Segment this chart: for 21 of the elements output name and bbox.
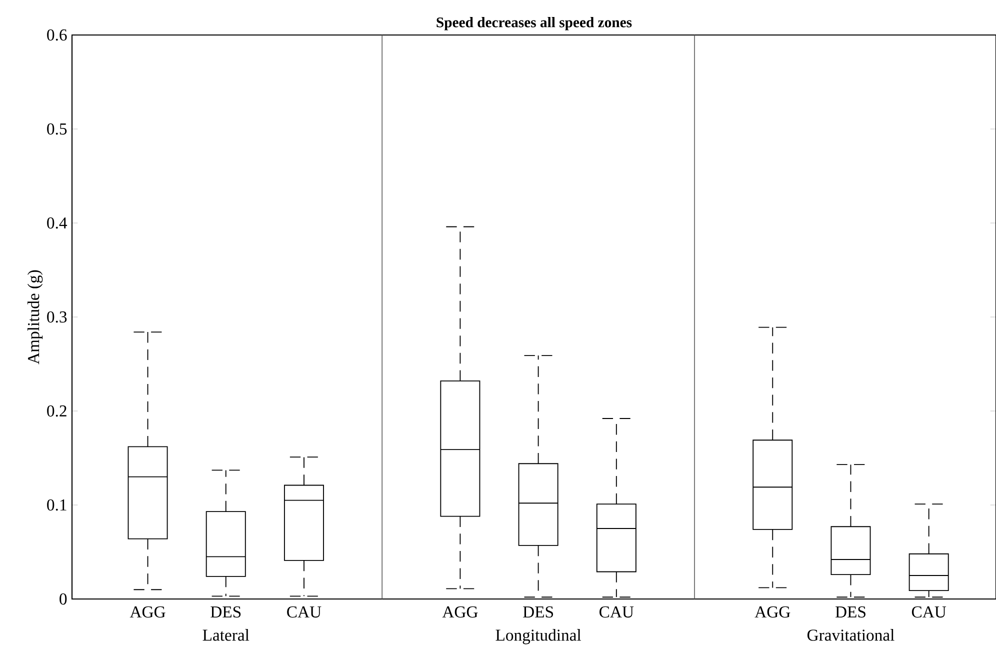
y-tick-label: 0.4 bbox=[47, 217, 68, 229]
y-tick-label: 0.1 bbox=[47, 499, 66, 511]
y-tick-label: 0.5 bbox=[47, 123, 67, 135]
y-tick-label: 0.3 bbox=[47, 311, 67, 323]
x-tick-label: AGG bbox=[754, 606, 790, 618]
x-tick-label: AGG bbox=[130, 606, 166, 618]
x-tick-label: DES bbox=[523, 606, 554, 618]
y-tick-label: 0 bbox=[60, 593, 67, 605]
x-tick-label: DES bbox=[835, 606, 866, 618]
text: Longitudinal bbox=[496, 629, 582, 644]
y-tick-label: 0.6 bbox=[47, 29, 67, 41]
y-axis-title: Amplitude (g) bbox=[27, 270, 43, 364]
chart-title: Speed decreases all speed zones bbox=[436, 17, 632, 30]
x-tick-label: CAU bbox=[912, 606, 946, 618]
x-tick-label: CAU bbox=[600, 606, 634, 618]
x-tick-label: AGG bbox=[442, 606, 478, 618]
x-tick-label: CAU bbox=[287, 606, 322, 618]
x-tick-label: DES bbox=[210, 606, 241, 618]
text: Lateral bbox=[202, 629, 250, 641]
text: Gravitational bbox=[807, 629, 894, 641]
y-tick-label: 0.2 bbox=[47, 405, 66, 417]
